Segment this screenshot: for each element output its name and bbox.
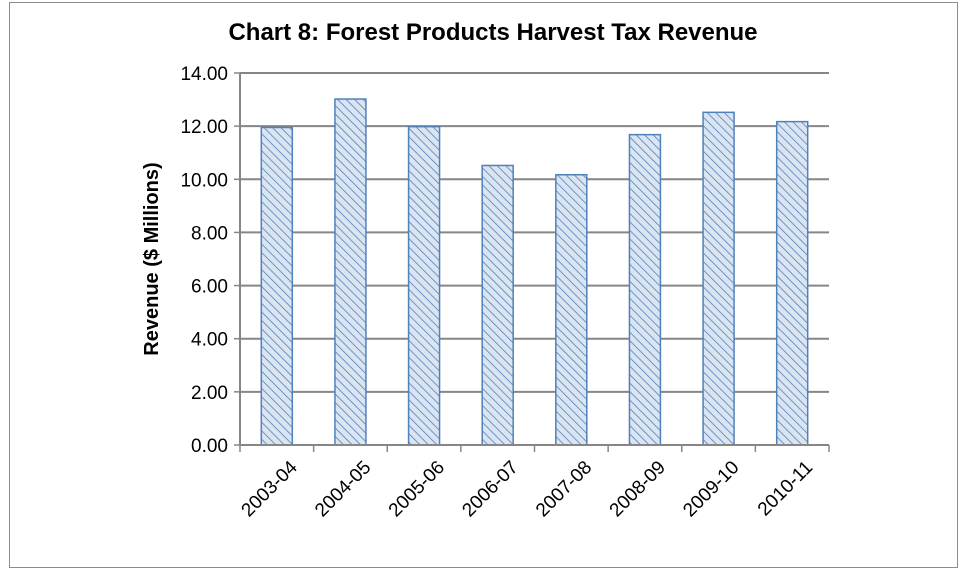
x-tick-label: 2010-11 <box>754 457 817 520</box>
x-tick-label: 2007-08 <box>532 457 596 521</box>
gridlines <box>234 72 829 446</box>
x-tick-label: 2004-05 <box>311 457 375 521</box>
x-tick-labels: 2003-04 2004-05 2005-06 2006-07 2007-08 2008-… <box>238 457 818 521</box>
bar-2008-09 <box>628 133 662 446</box>
bar-2009-10 <box>702 111 735 446</box>
bar-2007-08 <box>555 174 588 446</box>
y-tick-labels: 0.00 2.00 4.00 6.00 8.00 10.00 12.00 14.00 <box>180 64 228 457</box>
y-tick-label: 4.00 <box>191 330 228 351</box>
x-tick-label: 2006-07 <box>458 457 522 521</box>
chart-title: Chart 8: Forest Products Harvest Tax Rev… <box>228 19 757 46</box>
bar-2005-06 <box>407 125 441 446</box>
bar-2010-11 <box>775 120 809 446</box>
y-tick-label: 14.00 <box>180 64 228 85</box>
bar-2003-04 <box>260 126 294 446</box>
bar-2006-07 <box>481 164 514 446</box>
x-tick-label: 2003-04 <box>238 457 302 521</box>
y-tick-label: 2.00 <box>191 383 228 404</box>
y-tick-label: 0.00 <box>191 436 228 457</box>
y-tick-label: 6.00 <box>191 277 228 298</box>
axes <box>239 73 830 452</box>
x-tick-label: 2005-06 <box>385 457 449 521</box>
bars <box>260 98 809 446</box>
bar-2004-05 <box>334 98 367 446</box>
y-tick-label: 8.00 <box>191 223 228 244</box>
x-tick-label: 2009-10 <box>679 457 743 521</box>
x-tick-label: 2008-09 <box>606 457 670 521</box>
y-tick-label: 10.00 <box>180 170 228 191</box>
y-axis-label: Revenue ($ Millions) <box>141 162 163 355</box>
y-tick-label: 12.00 <box>180 117 228 138</box>
